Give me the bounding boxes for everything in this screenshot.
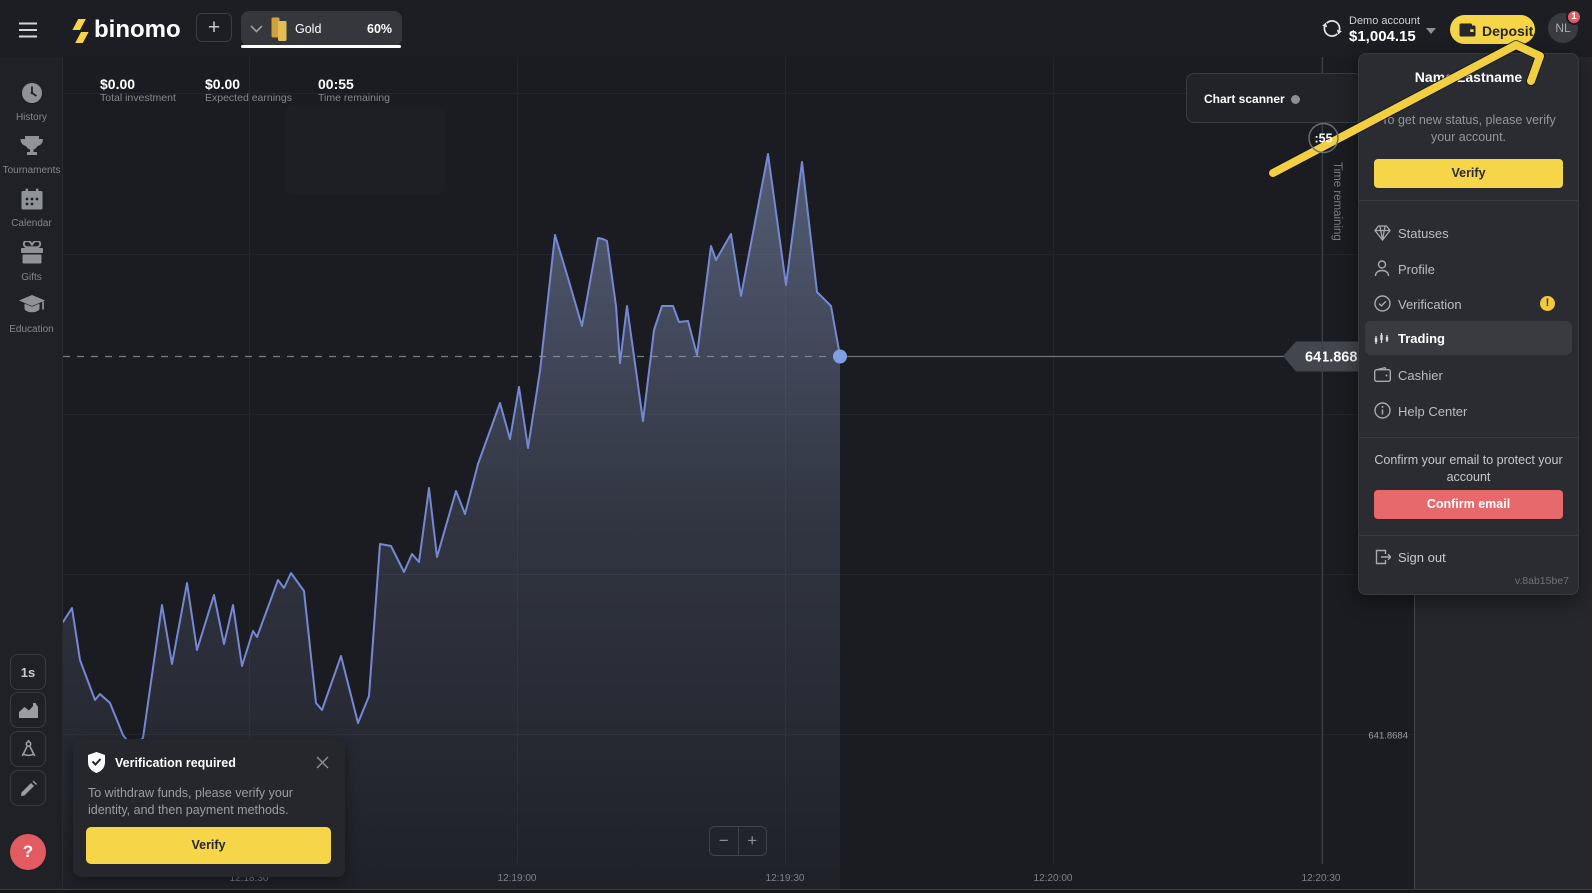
svg-text:12:19:00: 12:19:00: [498, 873, 537, 884]
svg-text:12:20:00: 12:20:00: [1034, 873, 1073, 884]
svg-text:12:18:30: 12:18:30: [230, 873, 269, 884]
svg-text:12:19:30: 12:19:30: [766, 873, 805, 884]
svg-text:12:20:30: 12:20:30: [1302, 873, 1341, 884]
svg-text:641.8684: 641.8684: [1368, 731, 1408, 742]
svg-text:Time remaining: Time remaining: [1331, 162, 1343, 241]
svg-text:641.868: 641.868: [1305, 350, 1357, 366]
